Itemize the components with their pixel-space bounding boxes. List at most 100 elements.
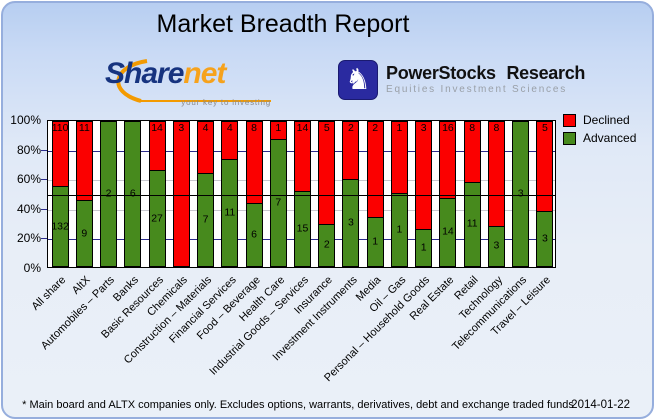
bar-financial-services: 4 11 — [221, 121, 239, 267]
powerstocks-subtitle: Equities Investment Sciences — [386, 84, 568, 95]
declined-value-label: 4 — [226, 122, 233, 134]
declined-value-label: 3 — [420, 122, 427, 134]
x-axis-label: All share — [29, 274, 69, 313]
declined-segment — [319, 122, 335, 225]
bar-automobiles-parts: 2 — [100, 121, 118, 267]
legend-swatch-declined — [563, 113, 576, 127]
y-axis-tick — [41, 238, 47, 240]
y-axis-label: 80% — [16, 142, 41, 157]
legend-swatch-advanced — [563, 131, 576, 145]
y-axis-tick — [41, 149, 47, 151]
declined-segment — [440, 122, 456, 199]
declined-value-label: 14 — [151, 122, 163, 134]
declined-segment — [198, 122, 214, 175]
advanced-value-label: 132 — [51, 220, 69, 233]
advanced-value-label: 3 — [541, 232, 548, 245]
declined-value-label: 5 — [323, 122, 330, 134]
advanced-value-label: 2 — [323, 238, 330, 251]
y-axis-label: 40% — [16, 201, 41, 216]
declined-value-label: 5 — [541, 122, 548, 134]
footer-note: * Main board and ALTX companies only. Ex… — [22, 399, 574, 411]
declined-segment — [52, 122, 68, 188]
powerstocks-text: PowerStocks Research Equities Investment… — [386, 60, 585, 102]
advanced-value-label: 1 — [420, 241, 427, 254]
y-axis-tick — [41, 179, 47, 181]
declined-value-label: 3 — [178, 122, 185, 134]
bar-chemicals: 3 — [172, 121, 190, 267]
bar-industrial-goods-services: 14 15 — [294, 121, 311, 267]
advanced-value-label: 27 — [151, 212, 163, 225]
declined-value-label: 8 — [469, 122, 476, 134]
legend-item-declined: Declined — [563, 113, 636, 127]
powerstocks-logo: ♞ PowerStocks Research Equities Investme… — [338, 60, 585, 102]
y-axis-label: 0% — [23, 261, 41, 275]
bar-banks: 6 — [124, 121, 142, 267]
advanced-value-label: 1 — [372, 235, 379, 248]
advanced-value-label: 3 — [493, 239, 500, 252]
bar-retail: 8 11 — [463, 121, 481, 267]
footer-date: 2014-01-22 — [571, 399, 630, 411]
declined-segment — [416, 122, 432, 230]
advanced-value-label: 3 — [348, 216, 354, 229]
chart-plot-area: 110 132 11 9 2 6 14 27 3 4 7 4 11 8 6 1 7 14 15 5 2 2 3 2 1 1 1 3 1 1… — [47, 120, 556, 268]
bar-telecommunications: 3 — [512, 121, 530, 267]
page-title: Market Breadth Report — [156, 10, 410, 38]
advanced-value-label: 15 — [296, 222, 309, 235]
declined-segment — [222, 122, 238, 161]
declined-segment — [343, 122, 359, 180]
declined-segment — [367, 122, 383, 218]
advanced-value-label: 2 — [105, 187, 112, 200]
sharenet-word-share: Share — [105, 57, 184, 90]
declined-segment — [246, 122, 262, 205]
powerstocks-title: PowerStocks Research — [386, 63, 586, 83]
sharenet-wordmark: Sharenet — [105, 57, 226, 91]
declined-segment — [295, 122, 310, 192]
knight-chess-icon: ♞ — [338, 60, 378, 100]
legend-item-advanced: Advanced — [563, 131, 636, 145]
declined-segment — [270, 122, 286, 140]
bar-all-share: 110 132 — [51, 121, 69, 267]
declined-value-label: 16 — [442, 122, 454, 134]
advanced-value-label: 3 — [517, 187, 524, 200]
declined-segment — [76, 122, 92, 202]
advanced-value-label: 6 — [251, 228, 257, 241]
y-axis-tick — [41, 208, 47, 210]
y-axis-label: 20% — [16, 231, 41, 246]
declined-value-label: 110 — [51, 122, 69, 134]
declined-segment — [173, 122, 189, 266]
declined-segment — [464, 122, 480, 183]
declined-value-label: 8 — [251, 122, 257, 134]
declined-value-label: 4 — [202, 122, 209, 134]
sharenet-swoosh-icon — [116, 59, 271, 103]
advanced-value-label: 6 — [129, 187, 136, 200]
sharenet-tagline: your key to investing — [181, 98, 271, 107]
advanced-value-label: 11 — [224, 206, 236, 219]
declined-value-label: 2 — [348, 122, 354, 134]
declined-value-label: 11 — [78, 122, 90, 134]
advanced-value-label: 11 — [466, 217, 478, 230]
advanced-value-label: 7 — [275, 196, 282, 209]
declined-value-label: 14 — [296, 122, 309, 134]
declined-value-label: 1 — [396, 122, 403, 134]
declined-value-label: 8 — [493, 122, 500, 134]
declined-segment — [149, 122, 165, 172]
declined-segment — [488, 122, 504, 227]
bar-basic-resources: 14 27 — [148, 121, 166, 267]
declined-value-label: 1 — [275, 122, 282, 134]
declined-segment — [391, 122, 407, 194]
reference-line-50pct — [48, 195, 555, 196]
declined-value-label: 2 — [372, 122, 379, 134]
advanced-value-label: 14 — [442, 225, 454, 238]
advanced-value-label: 9 — [81, 227, 88, 240]
sharenet-logo: Sharenet your key to investing — [89, 57, 273, 107]
sharenet-word-net: net — [183, 57, 226, 90]
